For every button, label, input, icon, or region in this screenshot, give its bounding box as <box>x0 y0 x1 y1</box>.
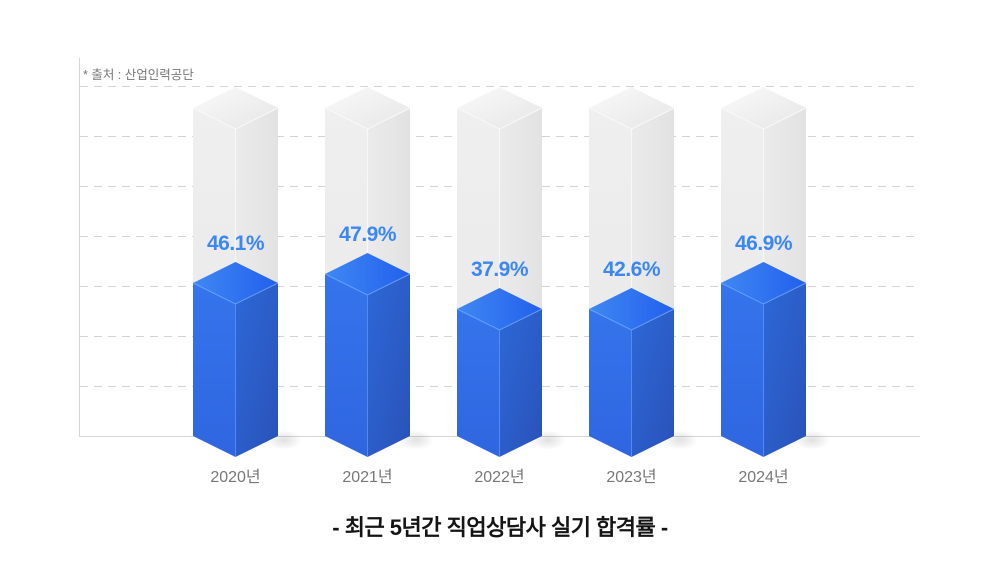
value-label: 46.1% <box>207 232 265 255</box>
x-axis-label: 2021년 <box>342 468 392 486</box>
value-label: 42.6% <box>603 258 661 281</box>
x-axis-label: 2022년 <box>474 468 524 486</box>
source-note: * 출처 : 산업인력공단 <box>83 68 194 82</box>
value-label: 46.9% <box>735 232 793 255</box>
bar-2021년: 47.9% <box>324 87 434 457</box>
value-label: 47.9% <box>339 223 397 246</box>
bar-2020년: 46.1% <box>192 87 302 457</box>
x-axis-label: 2020년 <box>210 468 260 486</box>
bar-2022년: 37.9% <box>456 87 566 457</box>
x-axis-label: 2023년 <box>606 468 656 486</box>
bars: 46.1% 47.9% 37.9% 42.6% 46.9% <box>192 87 830 457</box>
value-label: 37.9% <box>471 258 529 281</box>
bar-2024년: 46.9% <box>720 87 830 457</box>
bar-2023년: 42.6% <box>588 87 698 457</box>
chart-title: - 최근 5년간 직업상담사 실기 합격률 - <box>332 515 668 540</box>
x-axis-labels: 2020년 2021년 2022년 2023년 2024년 <box>210 468 788 486</box>
x-axis-label: 2024년 <box>738 468 788 486</box>
